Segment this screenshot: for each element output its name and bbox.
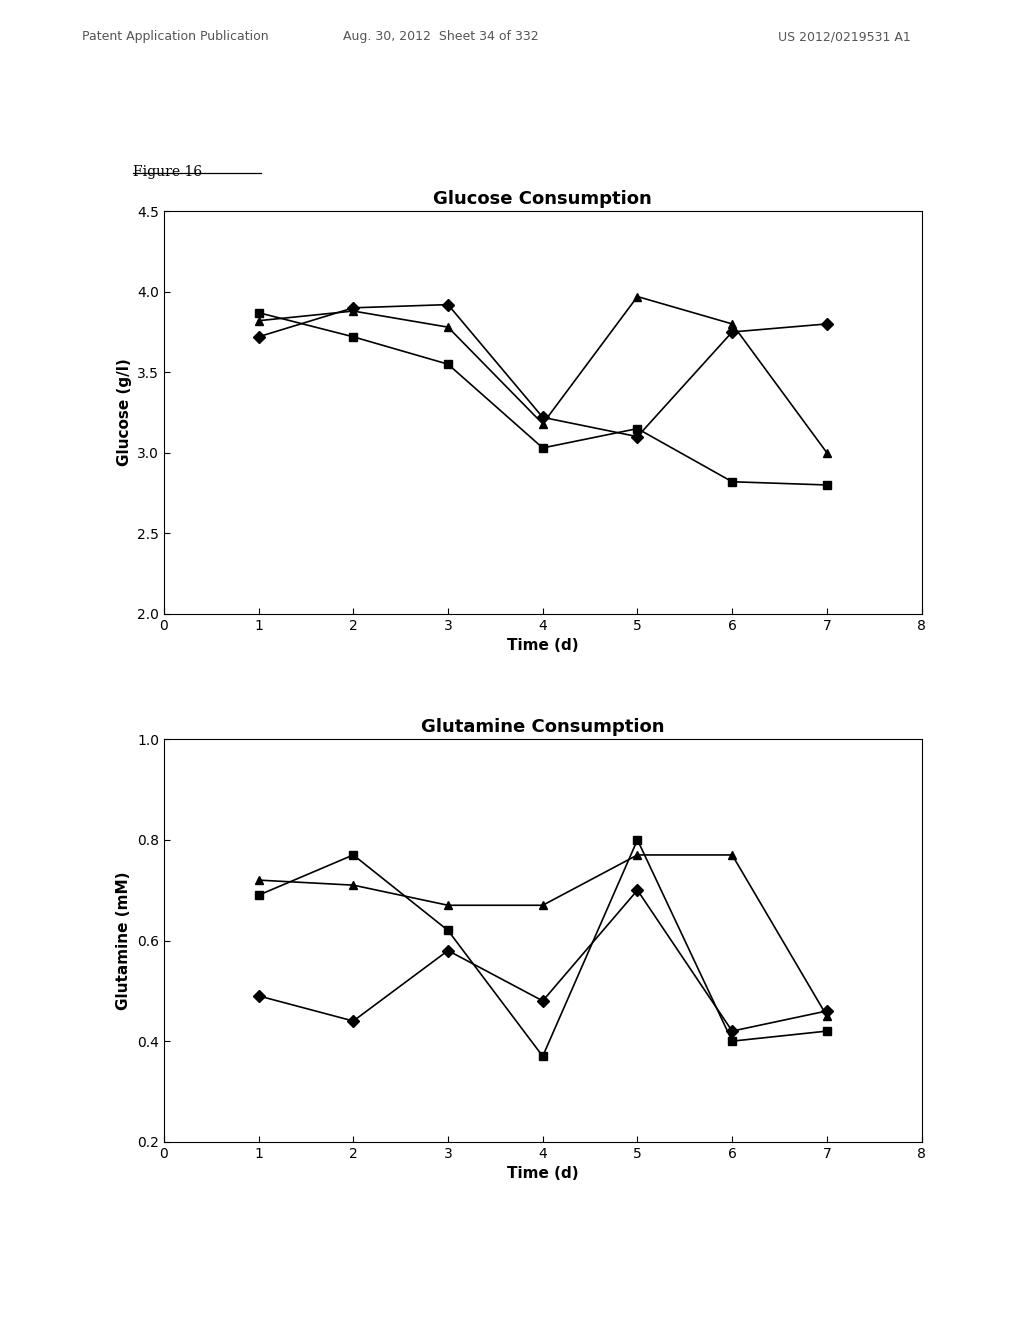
Title: Glutamine Consumption: Glutamine Consumption (421, 718, 665, 737)
Y-axis label: Glucose (g/l): Glucose (g/l) (117, 359, 131, 466)
Title: Glucose Consumption: Glucose Consumption (433, 190, 652, 209)
Y-axis label: Glutamine (mM): Glutamine (mM) (117, 871, 131, 1010)
Text: Patent Application Publication: Patent Application Publication (82, 30, 268, 44)
X-axis label: Time (d): Time (d) (507, 638, 579, 653)
X-axis label: Time (d): Time (d) (507, 1166, 579, 1181)
Text: Figure 16: Figure 16 (133, 165, 203, 180)
Text: US 2012/0219531 A1: US 2012/0219531 A1 (778, 30, 911, 44)
Text: Aug. 30, 2012  Sheet 34 of 332: Aug. 30, 2012 Sheet 34 of 332 (342, 30, 539, 44)
